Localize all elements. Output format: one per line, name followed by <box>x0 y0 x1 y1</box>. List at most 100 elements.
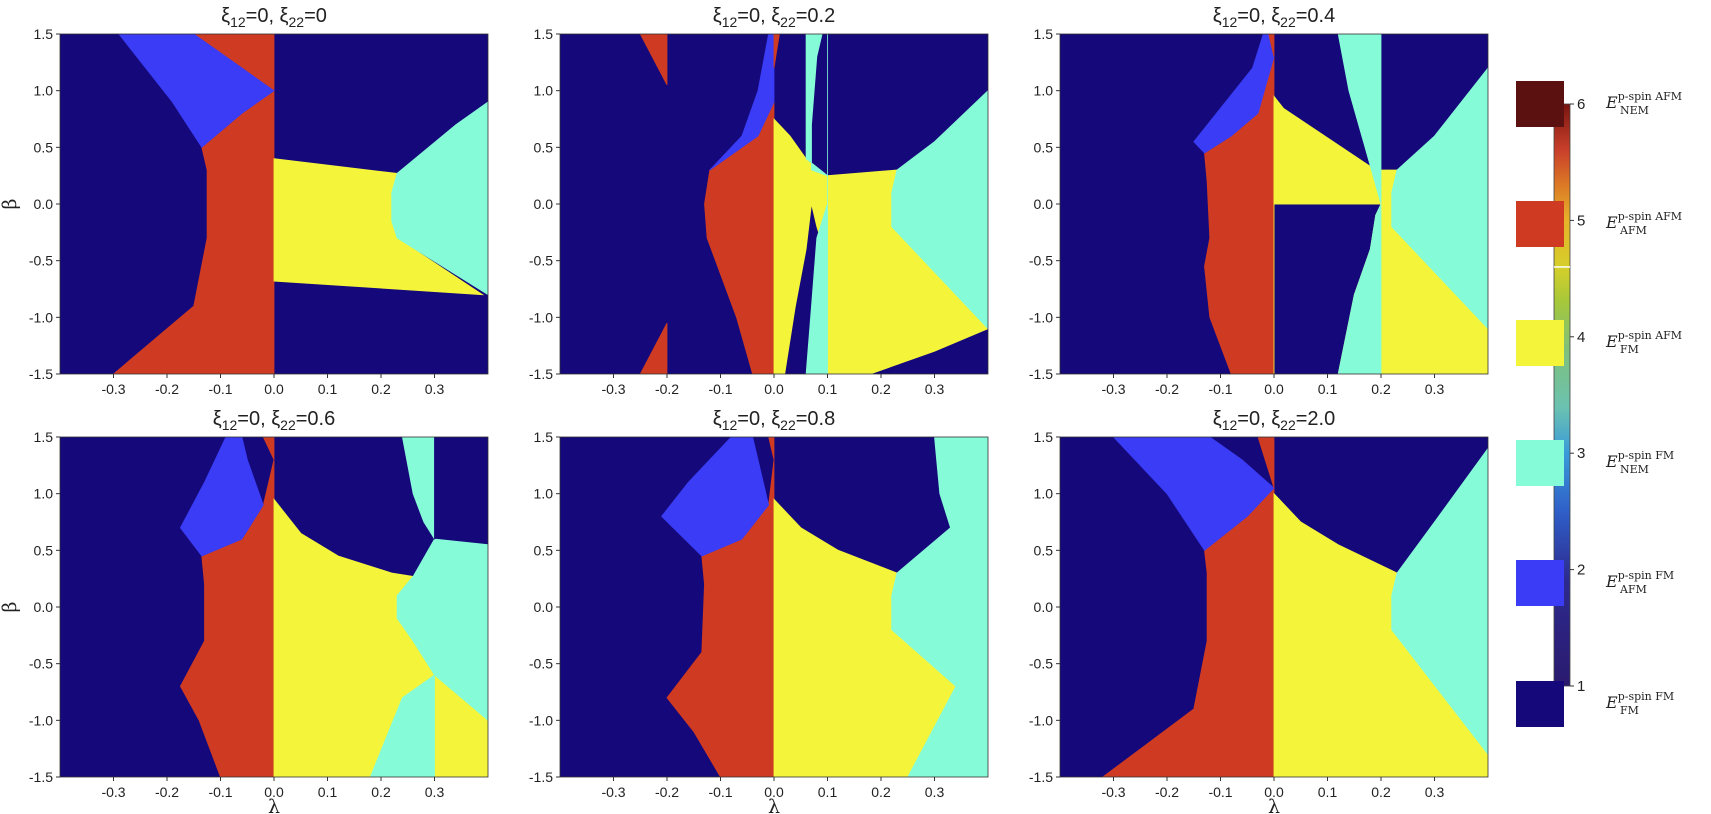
legend-swatch-fm-pspinafm <box>1516 320 1564 366</box>
y-tick-label: -1.0 <box>29 309 53 325</box>
y-tick-label: 1.0 <box>534 83 554 99</box>
y-tick-label: -1.5 <box>1029 366 1053 382</box>
y-tick-label: -0.5 <box>1029 656 1053 672</box>
x-tick-label: 0.3 <box>925 784 945 800</box>
y-tick-label: 1.5 <box>34 429 54 445</box>
region-nem-pspinfm <box>805 34 828 177</box>
region-afm-pspinafm <box>773 34 780 69</box>
y-tick-label: -1.5 <box>1029 769 1053 785</box>
x-tick-label: -0.3 <box>101 381 125 397</box>
y-tick-label: -1.0 <box>529 309 553 325</box>
colorbar-tick-label: 6 <box>1577 96 1585 113</box>
x-tick-label: -0.1 <box>708 381 732 397</box>
panels-group: -0.3 -0.2 -0.1 0.0 0.1 0.2 0.3 -1.5 -1.0 -0.5 0.0 0… <box>0 5 1489 814</box>
region-afm-pspinafm <box>262 437 275 460</box>
phase-panel-3: -0.3 -0.2 -0.1 0.0 0.1 0.2 0.3 -1.5 -1.0 -0.5 0.0 0… <box>1029 5 1489 397</box>
colorbar-tick-label: 5 <box>1577 212 1585 229</box>
x-tick-label: 0.3 <box>925 381 945 397</box>
x-tick-label: -0.3 <box>601 784 625 800</box>
legend-label: Ep-spin FM FM <box>1605 690 1674 717</box>
phase-panel-5: -0.3 -0.2 -0.1 0.0 0.1 0.2 0.3 -1.5 -1.0 -0.5 0.0 0… <box>529 408 989 814</box>
x-tick-label: 0.2 <box>1371 381 1391 397</box>
x-tick-label: 0.1 <box>1318 784 1338 800</box>
region-afm-pspinafm <box>639 322 668 374</box>
x-tick-label: 0.2 <box>871 784 891 800</box>
region-fm-pspinafm <box>273 158 485 296</box>
x-tick-label: 0.1 <box>318 381 338 397</box>
region-nem-pspinfm <box>1337 203 1382 374</box>
legend-swatch-fm-pspinfm <box>1516 681 1564 727</box>
y-tick-label: 1.0 <box>534 486 554 502</box>
colorbar-tick-label: 4 <box>1577 329 1585 346</box>
phase-legend: 6 Ep-spin AFM NEM 5 Ep-spin AFM AFM 4 Ep-spin A… <box>1516 81 1682 727</box>
y-tick-label: -1.0 <box>1029 309 1053 325</box>
y-tick-label: 1.5 <box>1034 26 1054 42</box>
y-tick-label: 0.0 <box>34 599 54 615</box>
x-tick-label: 0.1 <box>818 381 838 397</box>
legend-label: Ep-spin AFM AFM <box>1605 210 1682 237</box>
x-tick-label: 0.3 <box>425 381 445 397</box>
y-tick-label: 0.5 <box>34 139 54 155</box>
x-tick-label: -0.1 <box>1208 381 1232 397</box>
x-tick-label: -0.2 <box>1155 381 1179 397</box>
region-afm-pspinafm <box>1268 34 1275 57</box>
region-nem-pspinfm <box>1391 447 1488 755</box>
x-tick-label: 0.0 <box>264 784 284 800</box>
x-tick-label: -0.1 <box>1208 784 1232 800</box>
y-tick-label: 0.0 <box>534 196 554 212</box>
x-tick-label: 0.1 <box>818 784 838 800</box>
region-nem-pspinfm <box>369 674 435 777</box>
x-tick-label: 0.3 <box>1425 381 1445 397</box>
y-tick-label: 1.0 <box>1034 83 1054 99</box>
y-tick-label: -0.5 <box>529 656 553 672</box>
y-tick-label: 0.5 <box>534 542 554 558</box>
colorbar-tick-label: 2 <box>1577 562 1585 579</box>
x-tick-label: 0.0 <box>1264 784 1284 800</box>
panel-title: ξ12=0, ξ22=0.8 <box>713 408 835 433</box>
y-axis-label: β <box>0 198 21 209</box>
region-nem-pspinfm <box>391 101 488 296</box>
y-tick-label: 0.0 <box>34 196 54 212</box>
x-tick-label: -0.1 <box>208 381 232 397</box>
region-nem-pspinfm <box>805 34 828 374</box>
x-tick-label: -0.2 <box>655 381 679 397</box>
x-tick-label: 0.0 <box>764 381 784 397</box>
region-nem-pspinfm <box>1391 67 1488 330</box>
x-axis-label: λ <box>1268 796 1280 814</box>
x-tick-label: 0.1 <box>1318 381 1338 397</box>
y-tick-label: -0.5 <box>29 253 53 269</box>
y-tick-label: 1.0 <box>34 486 54 502</box>
y-tick-label: 0.5 <box>534 139 554 155</box>
x-axis-label: λ <box>268 796 280 814</box>
region-nem-pspinfm <box>891 90 988 330</box>
panel-title: ξ12=0, ξ22=0.2 <box>713 5 835 30</box>
region-nem-pspinfm <box>396 538 488 721</box>
x-tick-label: -0.3 <box>1101 381 1125 397</box>
y-tick-label: 0.0 <box>1034 599 1054 615</box>
legend-swatch-nem-pspinfm <box>1516 440 1564 486</box>
legend-label: Ep-spin AFM NEM <box>1605 90 1682 117</box>
y-tick-label: -1.0 <box>1029 712 1053 728</box>
x-tick-label: -0.3 <box>601 381 625 397</box>
y-tick-label: 1.0 <box>1034 486 1054 502</box>
x-tick-label: 0.2 <box>871 381 891 397</box>
panel-title: ξ12=0, ξ22=2.0 <box>1213 408 1335 433</box>
legend-label: Ep-spin FM NEM <box>1605 449 1674 476</box>
y-tick-label: -0.5 <box>29 656 53 672</box>
y-tick-label: -1.5 <box>529 366 553 382</box>
region-afm-pspinafm <box>768 437 775 460</box>
x-tick-label: -0.2 <box>1155 784 1179 800</box>
x-tick-label: -0.3 <box>101 784 125 800</box>
y-axis-label: β <box>0 601 21 612</box>
x-tick-label: -0.1 <box>208 784 232 800</box>
legend-label: Ep-spin FM AFM <box>1605 569 1674 596</box>
x-tick-label: -0.2 <box>155 381 179 397</box>
x-tick-label: 0.0 <box>264 381 284 397</box>
y-tick-label: 0.5 <box>1034 542 1054 558</box>
x-tick-label: 0.2 <box>371 381 391 397</box>
legend-swatch-afm-pspinfm <box>1516 560 1564 606</box>
x-tick-label: 0.2 <box>371 784 391 800</box>
phase-panel-4: -0.3 -0.2 -0.1 0.0 0.1 0.2 0.3 -1.5 -1.0 -0.5 0.0 0… <box>0 408 489 814</box>
x-tick-label: -0.2 <box>655 784 679 800</box>
